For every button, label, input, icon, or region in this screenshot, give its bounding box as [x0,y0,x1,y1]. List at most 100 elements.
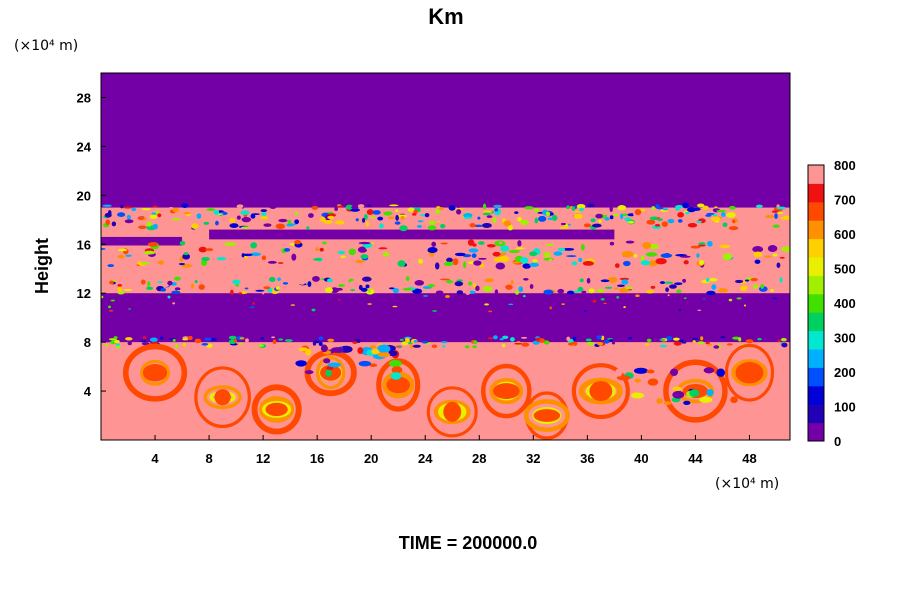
heatmap-cell [722,222,728,228]
heatmap-cell [172,302,176,305]
heatmap-cell [238,342,244,345]
heatmap-cell [258,344,264,347]
heatmap-cell [621,250,634,258]
colorbar-tick-label: 400 [834,296,856,311]
heatmap-cell [216,256,227,261]
heatmap-cell [109,310,114,312]
heatmap-cell [609,206,613,212]
heatmap-cell [442,344,446,348]
heatmap-cell [282,282,289,285]
heatmap-cell [355,259,365,264]
heatmap-cell [452,258,459,266]
heatmap-cell [482,210,493,213]
y-tick-label: 12 [77,286,91,301]
time-footer: TIME = 200000.0 [399,533,538,553]
heatmap-cell [205,248,214,251]
heatmap-cell [585,338,592,342]
heatmap-cell [686,207,696,213]
heatmap-cell [772,253,778,257]
heatmap-cell [358,360,372,367]
heatmap-cell [656,207,664,210]
heatmap-cell [779,256,785,259]
heatmap-cell [515,247,525,250]
heatmap-cell [543,251,551,258]
heatmap-cell [178,262,186,266]
heatmap-cell [315,356,346,390]
heatmap-cell [291,253,297,261]
heatmap-cell [633,367,648,374]
heatmap-cell [277,277,281,282]
heatmap-cell [434,262,440,270]
heatmap-cell [713,345,720,349]
heatmap-cell [473,224,484,228]
heatmap-cell [579,278,584,283]
heatmap-cell [561,303,565,306]
heatmap-cell [414,279,424,286]
heatmap-cell [445,295,450,299]
heatmap-cell [634,378,641,383]
heatmap-cell [726,212,736,218]
heatmap-cell [405,337,410,343]
heatmap-cell [395,345,402,348]
heatmap-cell [598,219,602,224]
heatmap-cell [337,299,341,301]
heatmap-cell [372,210,381,215]
colorbar-swatch [808,275,824,295]
heatmap-cell [609,215,614,220]
heatmap-cell [778,243,785,246]
heatmap-cell [311,205,319,210]
heatmap-cell [255,289,265,292]
heatmap-cell [557,288,565,294]
heatmap-cell [370,203,381,208]
heatmap-cell [524,206,534,210]
heatmap-cell [521,342,530,347]
heatmap-cell [673,341,682,346]
heatmap-cell [690,245,701,249]
heatmap-cell [395,209,399,213]
heatmap-cell [545,211,551,217]
heatmap-cell [412,344,421,348]
heatmap-cell [559,226,569,230]
heatmap-cell [115,343,120,346]
heatmap-cell [209,337,217,342]
heatmap-cell [194,280,198,284]
colorbar-swatch [808,165,824,184]
heatmap-cell [498,255,510,263]
heatmap-cell [105,340,110,343]
heatmap-cell [260,336,265,341]
heatmap-cell [677,219,683,223]
colorbar-tick-label: 200 [834,365,856,380]
heatmap-cell [494,289,499,295]
heatmap-cell [543,257,555,261]
heatmap-cell [306,226,310,230]
heatmap-cell [494,208,499,212]
heatmap-cell [294,211,299,216]
heatmap-cell [764,255,772,258]
heatmap-cell [492,217,497,224]
heatmap-cell [107,210,112,216]
heatmap-cell [538,215,547,222]
x-tick-label: 4 [151,451,159,466]
heatmap-cell [272,339,277,345]
heatmap-cell [357,246,368,253]
heatmap-cell [649,216,659,221]
heatmap-cell [589,381,613,401]
heatmap-cell [663,359,728,423]
heatmap-cell [159,336,164,340]
heatmap-cell [319,217,326,222]
y-tick-label: 4 [84,384,92,399]
heatmap-cell [648,342,656,345]
heatmap-cell [777,339,782,342]
heatmap-cell [437,220,441,223]
heatmap-cell [597,342,604,346]
heatmap-cell [735,279,744,284]
heatmap-cell [518,286,524,293]
heatmap-cell [722,253,733,261]
heatmap-cell [446,257,453,263]
heatmap-cell [521,336,528,339]
x-tick-label: 32 [526,451,540,466]
heatmap-cell [456,290,464,295]
heatmap-cell [126,214,131,220]
heatmap-cell [628,337,633,340]
heatmap-cell [750,278,758,282]
